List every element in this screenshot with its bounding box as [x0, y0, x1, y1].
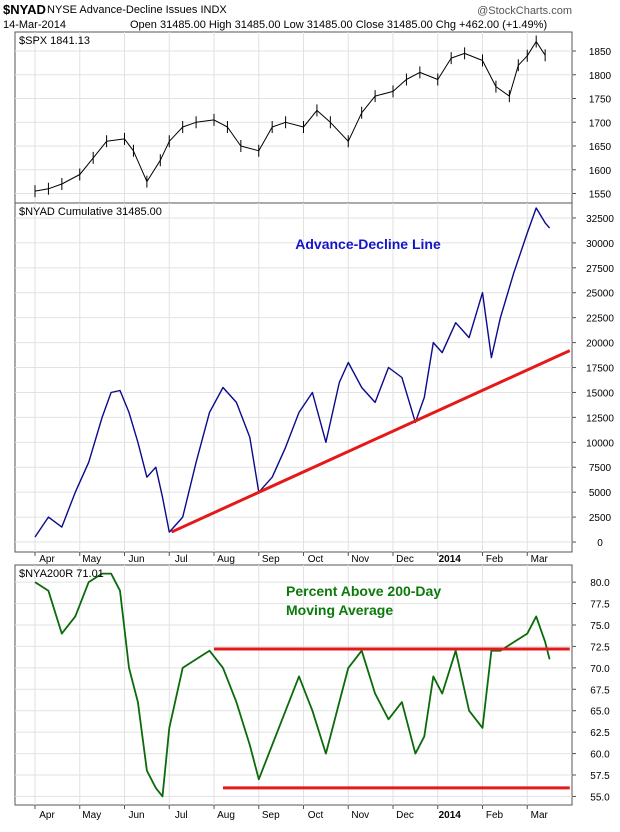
y-tick-label: 1700 — [589, 118, 612, 129]
y-tick-label: 62.5 — [590, 728, 610, 739]
x-tick-label: May — [82, 554, 101, 565]
x-tick-label: Jun — [128, 554, 144, 565]
y-tick-label: 10000 — [586, 438, 614, 449]
y-tick-label: 1800 — [589, 71, 612, 82]
y-tick-label: 27500 — [586, 264, 614, 275]
y-tick-label: 2500 — [589, 513, 612, 524]
y-tick-label: 15000 — [586, 388, 614, 399]
chart-symbol: $NYAD — [3, 2, 46, 17]
y-tick-label: 1550 — [589, 190, 612, 201]
x-tick-label: Mar — [531, 554, 549, 565]
spx-panel: 1850 1800 1750 1700 1650 1600 1550 $SPX 1841.13 — [14, 31, 612, 204]
y-tick-label: 32500 — [586, 214, 614, 225]
x-tick-label: Nov — [351, 554, 369, 565]
y-tick-label: 0 — [597, 538, 603, 549]
panel-frame — [14, 202, 573, 553]
y-tick-label: 25000 — [586, 289, 614, 300]
x-tick-label: Dec — [396, 810, 414, 821]
x-tick-label: Sep — [262, 554, 280, 565]
x-tick-label: 2014 — [439, 554, 462, 565]
trendline — [170, 349, 571, 534]
y-tick-label: 55.0 — [590, 792, 610, 803]
x-tick-label: Oct — [308, 810, 324, 821]
annotation-advance-decline: Advance-Decline Line — [295, 236, 441, 252]
y-tick-label: 1650 — [589, 142, 612, 153]
x-tick-label: Aug — [217, 554, 235, 565]
x-tick-label: Sep — [262, 810, 280, 821]
y-tick-label: 20000 — [586, 339, 614, 350]
annotation-percent-above: Moving Average — [286, 602, 393, 618]
nya200r-panel-series-line — [34, 572, 551, 798]
x-axis: Apr May Jun Jul Aug Sep Oct Nov Dec 2014 Feb Mar Apr… — [34, 552, 549, 821]
x-tick-label: Apr — [39, 810, 55, 821]
nya200r-panel-legend: $NYA200R 71.01 — [19, 568, 104, 580]
x-tick-label: Jun — [128, 810, 144, 821]
y-tick-label: 72.5 — [590, 642, 610, 653]
y-tick-label: 22500 — [586, 314, 614, 325]
nya200r-panel: 80.0 77.5 75.0 72.5 70.0 67.5 65.0 62.5 60.0 57.5… — [14, 564, 610, 806]
x-tick-label: Feb — [486, 810, 504, 821]
y-tick-label: 30000 — [586, 239, 614, 250]
y-tick-label: 77.5 — [590, 600, 610, 611]
x-tick-label: Mar — [531, 810, 549, 821]
y-tick-label: 1600 — [589, 166, 612, 177]
x-tick-label: 2014 — [439, 810, 462, 821]
x-tick-label: Feb — [486, 554, 504, 565]
panel-frame — [14, 564, 573, 806]
y-tick-label: 5000 — [589, 488, 612, 499]
y-tick-label: 80.0 — [590, 578, 610, 589]
annotation-percent-above: Percent Above 200-Day — [286, 583, 441, 599]
chart-description: NYSE Advance-Decline Issues INDX — [47, 4, 227, 16]
x-tick-label: Oct — [308, 554, 324, 565]
y-tick-label: 70.0 — [590, 664, 610, 675]
x-tick-label: Aug — [217, 810, 235, 821]
x-tick-label: Jul — [175, 810, 188, 821]
y-tick-label: 12500 — [586, 413, 614, 424]
x-tick-label: Dec — [396, 554, 414, 565]
x-tick-label: Nov — [351, 810, 369, 821]
x-tick-label: May — [82, 810, 101, 821]
watermark: @StockCharts.com — [477, 5, 572, 17]
nyad-panel-series-line — [34, 207, 551, 538]
y-tick-label: 7500 — [589, 463, 612, 474]
panel-frame — [14, 31, 573, 204]
quote-line: Open 31485.00 High 31485.00 Low 31485.00… — [130, 19, 547, 31]
y-tick-label: 1750 — [589, 95, 612, 106]
y-tick-label: 75.0 — [590, 621, 610, 632]
chart-date: 14-Mar-2014 — [3, 19, 66, 31]
nyad-panel-legend: $NYAD Cumulative 31485.00 — [19, 206, 162, 218]
x-tick-label: Jul — [175, 554, 188, 565]
nyad-panel: 3250030000275002500022500200001750015000… — [14, 202, 614, 553]
y-tick-label: 57.5 — [590, 771, 610, 782]
spx-panel-series-line — [34, 41, 546, 192]
x-tick-label: Apr — [39, 554, 55, 565]
spx-panel-legend: $SPX 1841.13 — [19, 35, 90, 47]
y-tick-label: 60.0 — [590, 750, 610, 761]
y-tick-label: 1850 — [589, 47, 612, 58]
y-tick-label: 67.5 — [590, 685, 610, 696]
y-tick-label: 65.0 — [590, 707, 610, 718]
y-tick-label: 17500 — [586, 364, 614, 375]
